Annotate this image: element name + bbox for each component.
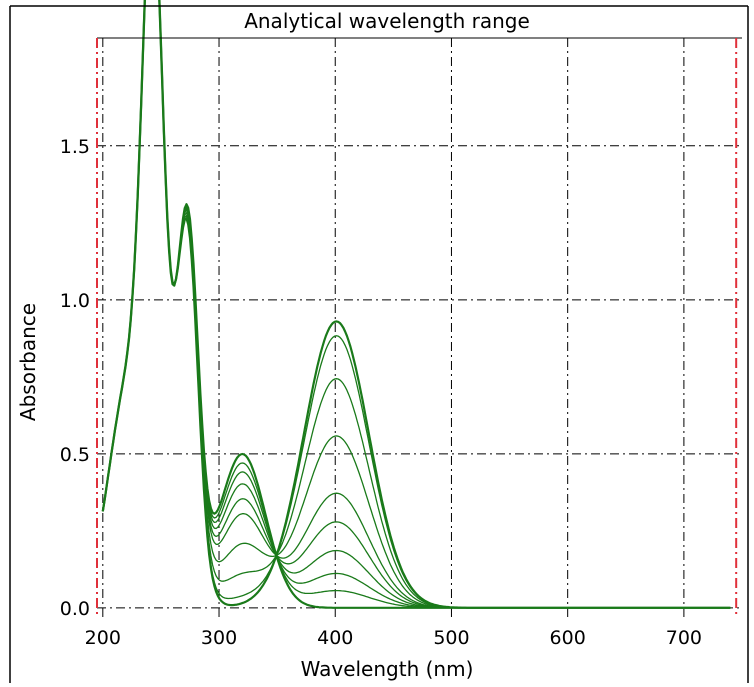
y-tick-label: 0.0 [60, 598, 90, 620]
chart-title: Analytical wavelength range [244, 9, 530, 33]
spectrum-series-10 [101, 0, 731, 609]
x-tick-label: 300 [201, 627, 237, 649]
y-tick-label: 0.5 [60, 444, 90, 466]
axis-ticks: 200 300 400 500 600 700 0.0 0.5 1.0 1.5 [60, 136, 702, 649]
x-tick-label: 200 [85, 627, 121, 649]
x-tick-label: 500 [433, 627, 469, 649]
x-axis-label: Wavelength (nm) [301, 657, 474, 681]
y-tick-label: 1.0 [60, 290, 90, 312]
plot-frame [9, 5, 749, 683]
y-tick-label: 1.5 [60, 136, 90, 158]
x-tick-label: 700 [666, 627, 702, 649]
y-axis-label: Absorbance [16, 303, 40, 421]
x-tick-label: 600 [550, 627, 586, 649]
x-tick-label: 400 [317, 627, 353, 649]
spectra-series [101, 0, 731, 609]
